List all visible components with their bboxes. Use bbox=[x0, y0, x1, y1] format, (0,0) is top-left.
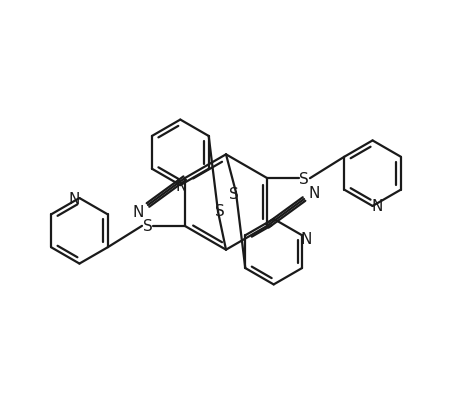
Text: N: N bbox=[299, 231, 311, 246]
Text: N: N bbox=[175, 178, 187, 193]
Text: N: N bbox=[308, 185, 319, 200]
Text: N: N bbox=[132, 205, 143, 220]
Text: S: S bbox=[229, 186, 238, 201]
Text: N: N bbox=[69, 191, 80, 206]
Text: S: S bbox=[215, 204, 225, 219]
Text: N: N bbox=[371, 199, 382, 214]
Text: S: S bbox=[143, 219, 152, 234]
Text: S: S bbox=[299, 171, 308, 186]
